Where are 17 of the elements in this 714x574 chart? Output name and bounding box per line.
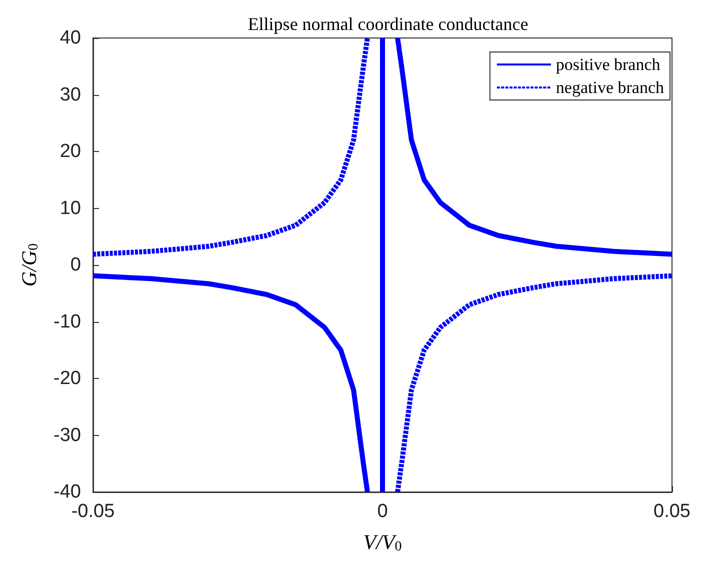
- y-tick-label: 10: [60, 198, 81, 219]
- y-tick-label: -10: [54, 311, 81, 332]
- legend-label: negative branch: [556, 78, 664, 97]
- y-tick-label: 40: [60, 28, 81, 48]
- chart-title: Ellipse normal coordinate conductance: [248, 14, 528, 34]
- y-axis-title: G/G0: [17, 243, 42, 287]
- y-tick-label: -30: [54, 424, 81, 446]
- y-tick-label: 20: [60, 141, 81, 162]
- x-tick-label: 0: [377, 501, 388, 522]
- x-axis-title: V/V0: [363, 530, 402, 554]
- y-tick-label: 30: [60, 84, 81, 106]
- y-tick-label: -20: [54, 368, 81, 389]
- x-tick-label: 0.05: [654, 501, 690, 522]
- y-tick-label: 0: [70, 254, 81, 276]
- y-tick-label: -40: [54, 482, 81, 502]
- legend-label: positive branch: [556, 55, 661, 74]
- x-tick-label: -0.05: [71, 501, 115, 522]
